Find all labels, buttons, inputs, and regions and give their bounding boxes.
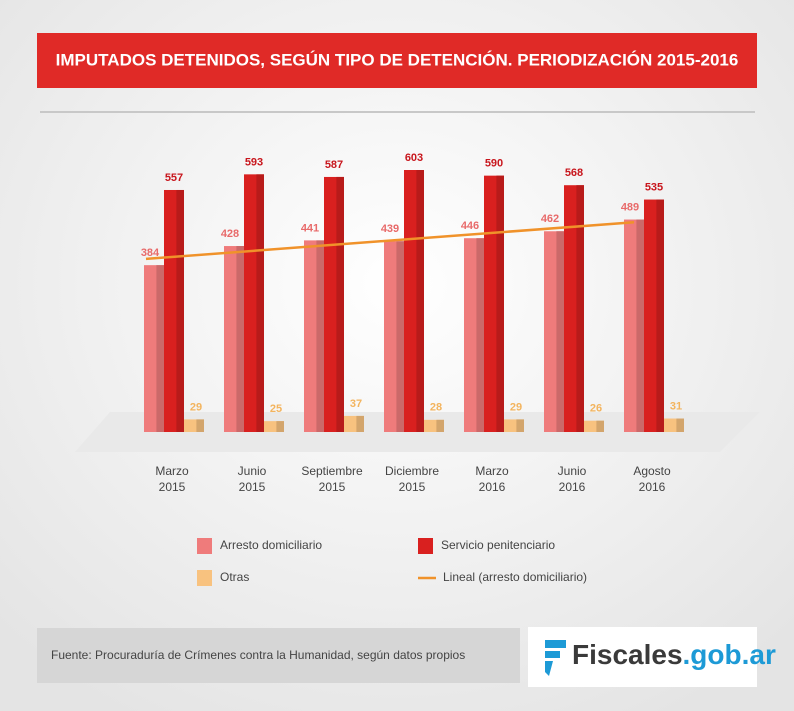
logo-box <box>528 627 757 687</box>
x-tick-label: 2015 <box>239 480 266 494</box>
data-label: 587 <box>325 159 343 171</box>
bar-side <box>496 175 504 432</box>
x-tick-label: Diciembre <box>385 464 439 478</box>
bar-side <box>176 189 184 432</box>
logo: Fiscales.gob.ar <box>572 639 776 670</box>
logo-main: Fiscales <box>572 639 683 670</box>
data-label: 489 <box>621 201 639 213</box>
x-tick-label: Junio <box>558 464 587 478</box>
bar-side <box>596 420 604 432</box>
data-label: 441 <box>301 222 319 234</box>
data-label: 37 <box>350 398 362 410</box>
data-label: 29 <box>510 401 522 413</box>
bar-side <box>416 170 424 432</box>
bar-side <box>556 231 564 432</box>
data-label: 428 <box>221 228 239 240</box>
logo-domain: .gob.ar <box>683 639 776 670</box>
data-label: 462 <box>541 213 559 225</box>
legend: Arresto domiciliario Servicio penitenciar… <box>197 538 587 586</box>
bar-side <box>676 418 684 432</box>
bar-side <box>256 174 264 432</box>
source: Fuente: Procuraduría de Crímenes contra … <box>51 648 465 662</box>
chart-title: IMPUTADOS DETENIDOS, SEGÚN TIPO DE DETEN… <box>56 50 739 69</box>
legend-swatch <box>197 570 212 586</box>
title-banner <box>37 33 757 88</box>
bar-side <box>356 415 364 432</box>
x-tick-label: Junio <box>238 464 267 478</box>
data-label: 25 <box>270 403 282 415</box>
legend-label: Otras <box>220 570 249 584</box>
legend-label: Lineal (arresto domiciliario) <box>443 570 587 584</box>
legend-swatch <box>197 538 212 554</box>
trend-line <box>145 220 635 261</box>
bar <box>264 421 284 432</box>
x-tick-label: Agosto <box>633 464 671 478</box>
legend-swatch <box>418 538 433 554</box>
source-box <box>37 628 520 683</box>
x-tick-label: 2015 <box>159 480 186 494</box>
legend-label: Arresto domiciliario <box>220 538 322 552</box>
x-tick-label: Marzo <box>475 464 509 478</box>
bar-side <box>396 241 404 432</box>
data-label: 29 <box>190 401 202 413</box>
bar-side <box>156 265 164 432</box>
bar-side <box>516 419 524 432</box>
bar-side <box>656 199 664 432</box>
x-tick-label: 2015 <box>319 480 346 494</box>
bar-side <box>336 176 344 432</box>
x-tick-label: Marzo <box>155 464 189 478</box>
data-label: 568 <box>565 167 583 179</box>
bar-side <box>276 421 284 432</box>
x-tick-label: 2016 <box>479 480 506 494</box>
bar-side <box>476 238 484 432</box>
bar-side <box>436 419 444 432</box>
bar-side <box>636 219 644 432</box>
data-label: 31 <box>670 400 682 412</box>
plot: 384 557 29 Marzo 2015 428 593 25 Junio 2015 441 587… <box>141 152 684 494</box>
x-tick-label: 2016 <box>559 480 586 494</box>
data-label: 439 <box>381 223 399 235</box>
data-label: 557 <box>165 172 183 184</box>
bar-side <box>196 419 204 432</box>
data-label: 535 <box>645 181 663 193</box>
bar-side <box>236 246 244 432</box>
bar-side <box>576 185 584 432</box>
x-tick-label: 2016 <box>639 480 666 494</box>
x-tick-label: Septiembre <box>301 464 363 478</box>
data-label: 446 <box>461 220 479 232</box>
data-label: 590 <box>485 158 503 170</box>
data-label: 28 <box>430 402 442 414</box>
bar <box>584 420 604 432</box>
legend-label: Servicio penitenciario <box>441 538 555 552</box>
data-label: 26 <box>590 403 602 415</box>
logo-icon <box>545 640 566 676</box>
data-label: 384 <box>141 247 160 259</box>
bar-side <box>316 240 324 432</box>
data-label: 603 <box>405 152 423 164</box>
x-tick-label: 2015 <box>399 480 426 494</box>
data-label: 593 <box>245 156 263 168</box>
